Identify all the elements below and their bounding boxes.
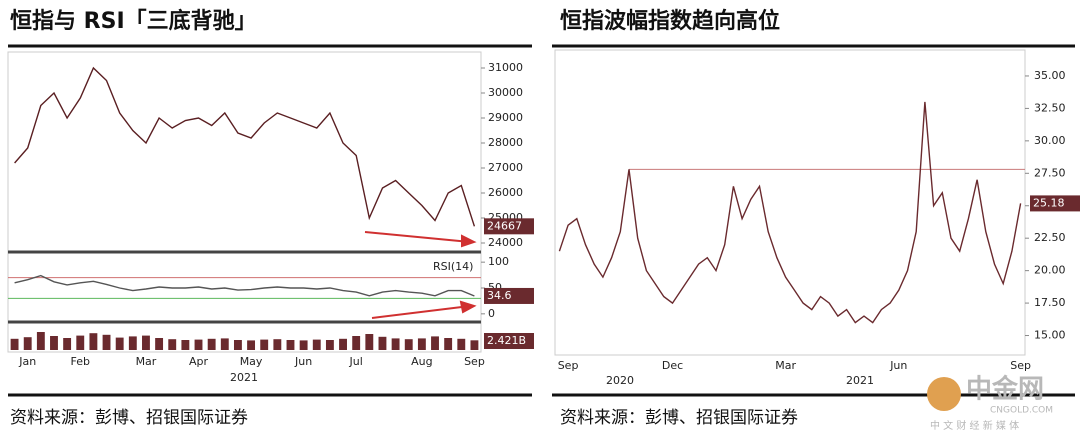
plot-frame <box>554 49 1026 356</box>
y-tick-label: 35.00 <box>1034 69 1066 82</box>
data-line <box>558 101 1022 324</box>
bar <box>312 339 321 350</box>
bar <box>76 335 85 350</box>
y-tick-label: 28000 <box>488 136 523 149</box>
bar <box>115 337 124 350</box>
x-tick-label: Sep <box>464 355 485 368</box>
bar <box>168 339 177 350</box>
x-tick-label: Sep <box>558 359 579 372</box>
bar <box>431 336 439 350</box>
bar <box>260 339 269 350</box>
bar <box>444 338 453 350</box>
y-tick-label: 15.00 <box>1034 329 1066 342</box>
bar <box>10 338 19 350</box>
watermark: 中 文 财 经 新 媒 体 <box>930 419 1019 432</box>
bar <box>404 339 413 350</box>
value-box <box>1030 195 1080 212</box>
bar <box>36 332 45 350</box>
bar <box>273 339 282 350</box>
y-tick-label: 26000 <box>488 186 523 199</box>
watermark: CNGOLD.COM <box>990 406 1053 416</box>
bar <box>142 335 150 350</box>
bar <box>220 338 229 350</box>
bar <box>470 340 479 350</box>
bar <box>417 338 426 350</box>
source: 资料来源：彭博、招银国际证券 <box>560 408 798 428</box>
bar <box>194 339 203 350</box>
bar <box>23 337 32 350</box>
x-tick-label: Mar <box>136 355 157 368</box>
bar <box>339 338 347 350</box>
bar <box>352 336 361 350</box>
x-tick-label: Apr <box>189 355 209 368</box>
value-box-label: 34.6 <box>487 289 512 302</box>
bar <box>102 334 111 350</box>
y-tick-label: 32.50 <box>1034 101 1066 114</box>
bar <box>63 338 72 350</box>
x-group-label: 2020 <box>606 374 634 387</box>
chart-title: 恒指波幅指数趋向高位 <box>560 8 780 34</box>
bar <box>181 340 190 350</box>
bar <box>233 340 242 350</box>
x-tick-label: May <box>240 355 263 368</box>
bar <box>365 334 374 350</box>
x-tick-label: Jul <box>349 355 363 368</box>
bar <box>286 340 295 350</box>
y-tick-label: 30000 <box>488 86 523 99</box>
annotation-arrow <box>364 231 477 319</box>
x-tick-label: Jun <box>294 355 312 368</box>
value-box <box>484 218 534 235</box>
x-group-label: 2021 <box>230 371 258 384</box>
data-line <box>14 66 476 227</box>
bar <box>155 338 164 350</box>
x-tick-label: Mar <box>775 359 796 372</box>
value-box-label: 24667 <box>487 219 522 232</box>
bar <box>299 340 308 350</box>
source: 资料来源：彭博、招银国际证券 <box>10 408 248 428</box>
y-tick-label: 27.50 <box>1034 166 1066 179</box>
bar <box>391 338 400 350</box>
y-tick-label: 100 <box>488 255 509 268</box>
value-box-label: 25.18 <box>1033 196 1065 209</box>
x-tick-label: Feb <box>71 355 90 368</box>
x-tick-label: Jun <box>889 359 907 372</box>
watermark: 中金网 <box>966 374 1044 405</box>
x-tick-label: Sep <box>1010 359 1031 372</box>
x-tick-label: Jan <box>18 355 36 368</box>
bar <box>50 336 58 350</box>
panel-label: RSI(14) <box>433 260 473 273</box>
y-tick-label: 30.00 <box>1034 134 1066 147</box>
y-tick-label: 27000 <box>488 161 523 174</box>
data-line <box>14 274 475 297</box>
x-tick-label: Aug <box>411 355 432 368</box>
chart-title: 恒指与 RSI「三底背驰」 <box>10 8 257 34</box>
y-tick-label: 0 <box>488 307 495 320</box>
y-tick-label: 24000 <box>488 236 523 249</box>
x-tick-label: Dec <box>662 359 683 372</box>
value-box <box>484 287 534 304</box>
watermark-logo <box>927 377 961 411</box>
bar <box>207 338 216 350</box>
y-tick-label: 20.00 <box>1034 264 1066 277</box>
plot-frame <box>7 51 482 353</box>
y-tick-label: 22.50 <box>1034 231 1066 244</box>
bar <box>89 333 98 350</box>
value-box-label: 2.421B <box>487 334 526 347</box>
y-tick-label: 31000 <box>488 61 523 74</box>
bar <box>247 340 256 350</box>
y-tick-label: 29000 <box>488 111 523 124</box>
bar <box>457 338 466 350</box>
bar <box>378 336 387 350</box>
bar <box>128 336 137 350</box>
x-group-label: 2021 <box>846 374 874 387</box>
bar <box>325 340 334 350</box>
value-box <box>484 333 534 349</box>
y-tick-label: 17.50 <box>1034 296 1066 309</box>
